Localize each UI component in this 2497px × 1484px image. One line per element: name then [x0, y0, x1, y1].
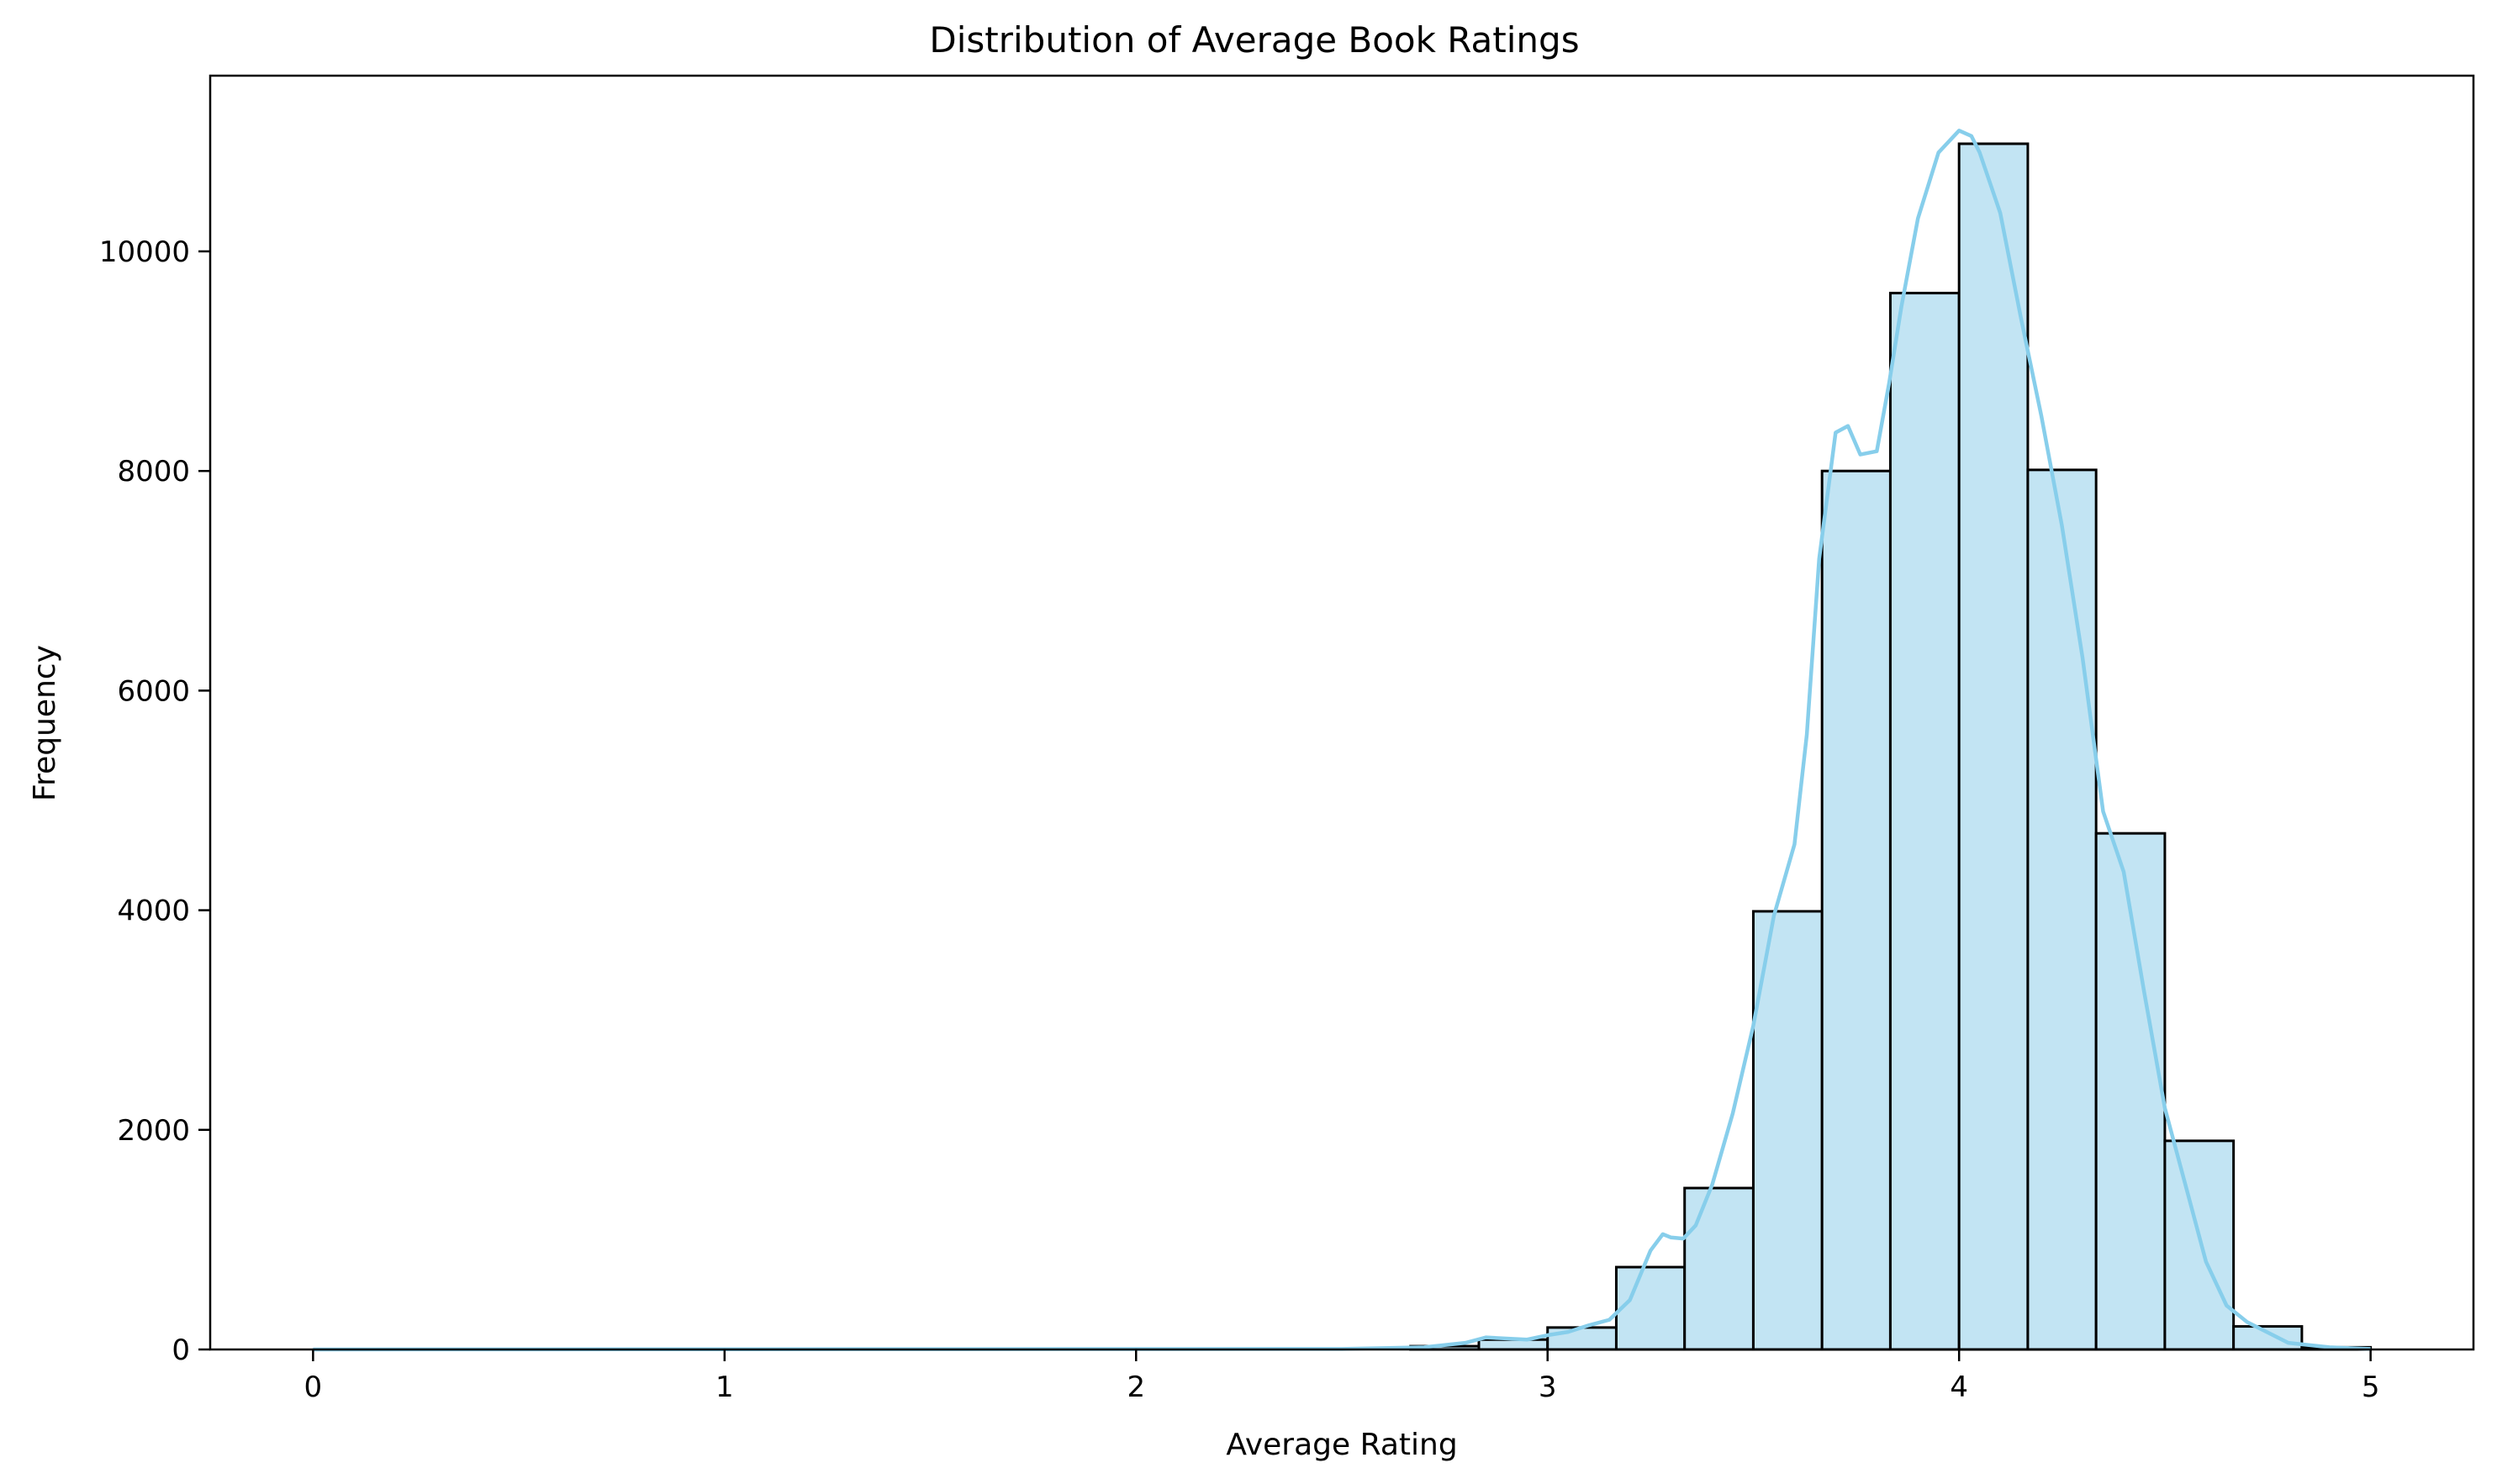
x-tick-label: 5: [2362, 1370, 2380, 1404]
axes-layer: 0 1 2 3 4 5 0 2000 4000 6000 8000 10000: [99, 74, 2475, 1404]
x-tick-label: 4: [1950, 1370, 1968, 1404]
x-tick-label: 1: [715, 1370, 734, 1404]
x-tick-label: 3: [1539, 1370, 1557, 1404]
histogram-bar: [2163, 1139, 2236, 1351]
y-tick-label: 0: [172, 1333, 190, 1367]
chart-title: Distribution of Average Book Ratings: [929, 19, 1579, 61]
x-tick-label: 0: [304, 1370, 323, 1404]
bars-layer: [1409, 142, 2373, 1351]
histogram-bar: [1888, 292, 1961, 1351]
y-axis-label: Frequency: [28, 645, 62, 801]
histogram-bar: [2026, 468, 2098, 1351]
x-tick-label: 2: [1127, 1370, 1145, 1404]
kde-line: [313, 129, 2371, 1352]
y-tick-label: 4000: [117, 895, 190, 928]
histogram-bar: [1820, 469, 1892, 1351]
y-tick-label: 6000: [117, 674, 190, 708]
y-tick-label: 10000: [99, 235, 190, 269]
histogram-bar: [1957, 142, 2030, 1351]
x-axis-label: Average Rating: [1226, 1428, 1457, 1462]
histogram-bar: [1614, 1265, 1687, 1351]
plot-frame: [209, 74, 2475, 1351]
histogram-bar: [1477, 1338, 1549, 1351]
histogram-bar: [1683, 1186, 1755, 1351]
y-tick-label: 8000: [117, 455, 190, 489]
histogram-bar: [1546, 1326, 1618, 1351]
y-tick-label: 2000: [117, 1114, 190, 1148]
histogram-bar: [2232, 1325, 2304, 1351]
kde-layer: [313, 129, 2371, 1352]
